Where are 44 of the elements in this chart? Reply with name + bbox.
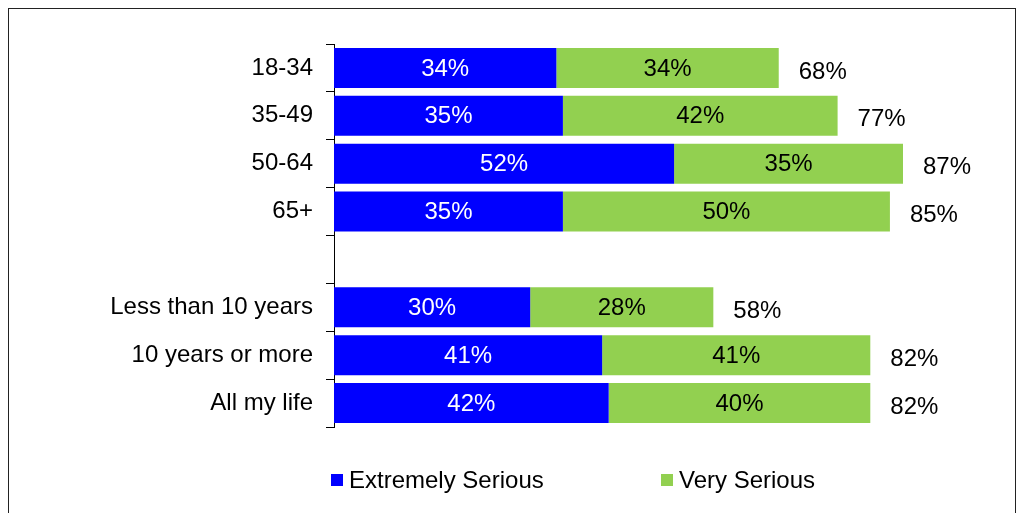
y-tick-label: Less than 10 years xyxy=(110,291,313,319)
data-label: 28% xyxy=(597,292,646,320)
bar xyxy=(530,287,714,328)
data-label: 34% xyxy=(643,53,692,81)
total-label: 58% xyxy=(733,295,782,323)
total-label: 77% xyxy=(857,104,906,132)
bar xyxy=(334,95,563,136)
data-label: 35% xyxy=(424,197,473,225)
data-label: 40% xyxy=(715,388,764,416)
bar xyxy=(334,48,557,88)
total-label: 87% xyxy=(923,152,972,180)
data-label: 35% xyxy=(424,101,473,129)
bar xyxy=(334,287,531,328)
y-tick-label: 65+ xyxy=(272,196,313,224)
y-tick-label: 10 years or more xyxy=(131,339,313,367)
bar xyxy=(334,191,563,232)
bar xyxy=(602,335,871,376)
data-label: 34% xyxy=(421,53,470,81)
bar xyxy=(334,383,609,423)
data-label: 42% xyxy=(447,388,496,416)
total-label: 85% xyxy=(909,200,958,228)
bar xyxy=(556,48,779,88)
total-label: 82% xyxy=(890,343,939,371)
data-label: 35% xyxy=(764,149,813,177)
bar xyxy=(562,191,890,232)
legend-label: Extremely Serious xyxy=(349,465,544,493)
y-tick-label: All my life xyxy=(210,387,313,415)
data-label: 30% xyxy=(408,292,457,320)
bar xyxy=(562,95,838,136)
data-label: 50% xyxy=(702,197,751,225)
bar xyxy=(334,335,603,376)
legend-label: Very Serious xyxy=(679,465,816,493)
data-label: 41% xyxy=(712,340,761,368)
data-label: 42% xyxy=(676,101,725,129)
total-label: 82% xyxy=(890,391,939,419)
y-tick-label: 18-34 xyxy=(251,52,313,80)
y-tick-label: 50-64 xyxy=(251,148,313,176)
data-label: 52% xyxy=(480,149,529,177)
bar xyxy=(674,143,903,184)
bar xyxy=(608,383,871,423)
data-label: 41% xyxy=(444,340,493,368)
total-label: 68% xyxy=(798,56,847,84)
bar xyxy=(334,143,675,184)
y-tick-label: 35-49 xyxy=(251,100,313,128)
